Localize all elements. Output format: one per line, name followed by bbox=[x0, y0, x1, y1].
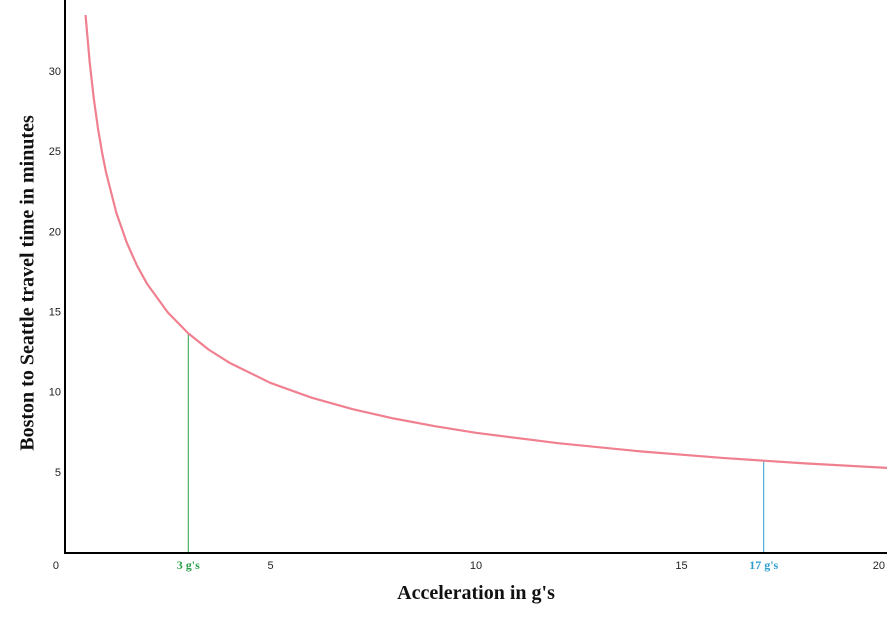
x-tick-label: 0 bbox=[53, 560, 59, 572]
x-tick-label: 15 bbox=[675, 560, 687, 572]
marker-label: 17 g's bbox=[749, 558, 778, 572]
y-tick-label: 20 bbox=[49, 226, 61, 238]
y-tick-label: 15 bbox=[49, 306, 61, 318]
x-axis-title: Acceleration in g's bbox=[397, 582, 555, 604]
x-tick-label: 20 bbox=[873, 560, 885, 572]
marker-label: 3 g's bbox=[177, 558, 200, 572]
y-axis-title: Boston to Seattle travel time in minutes bbox=[17, 115, 39, 451]
y-tick-label: 10 bbox=[49, 387, 61, 399]
line-series bbox=[84, 14, 887, 469]
y-tick-label: 25 bbox=[49, 146, 61, 158]
x-tick-label: 5 bbox=[267, 560, 273, 572]
y-tick-label: 5 bbox=[55, 467, 61, 479]
plot-area: 0 5 10 15 20 5 10 15 20 25 30 3 g's 17 g's bbox=[49, 0, 887, 572]
x-tick-label: 10 bbox=[470, 560, 482, 572]
y-tick-label: 30 bbox=[49, 66, 61, 78]
